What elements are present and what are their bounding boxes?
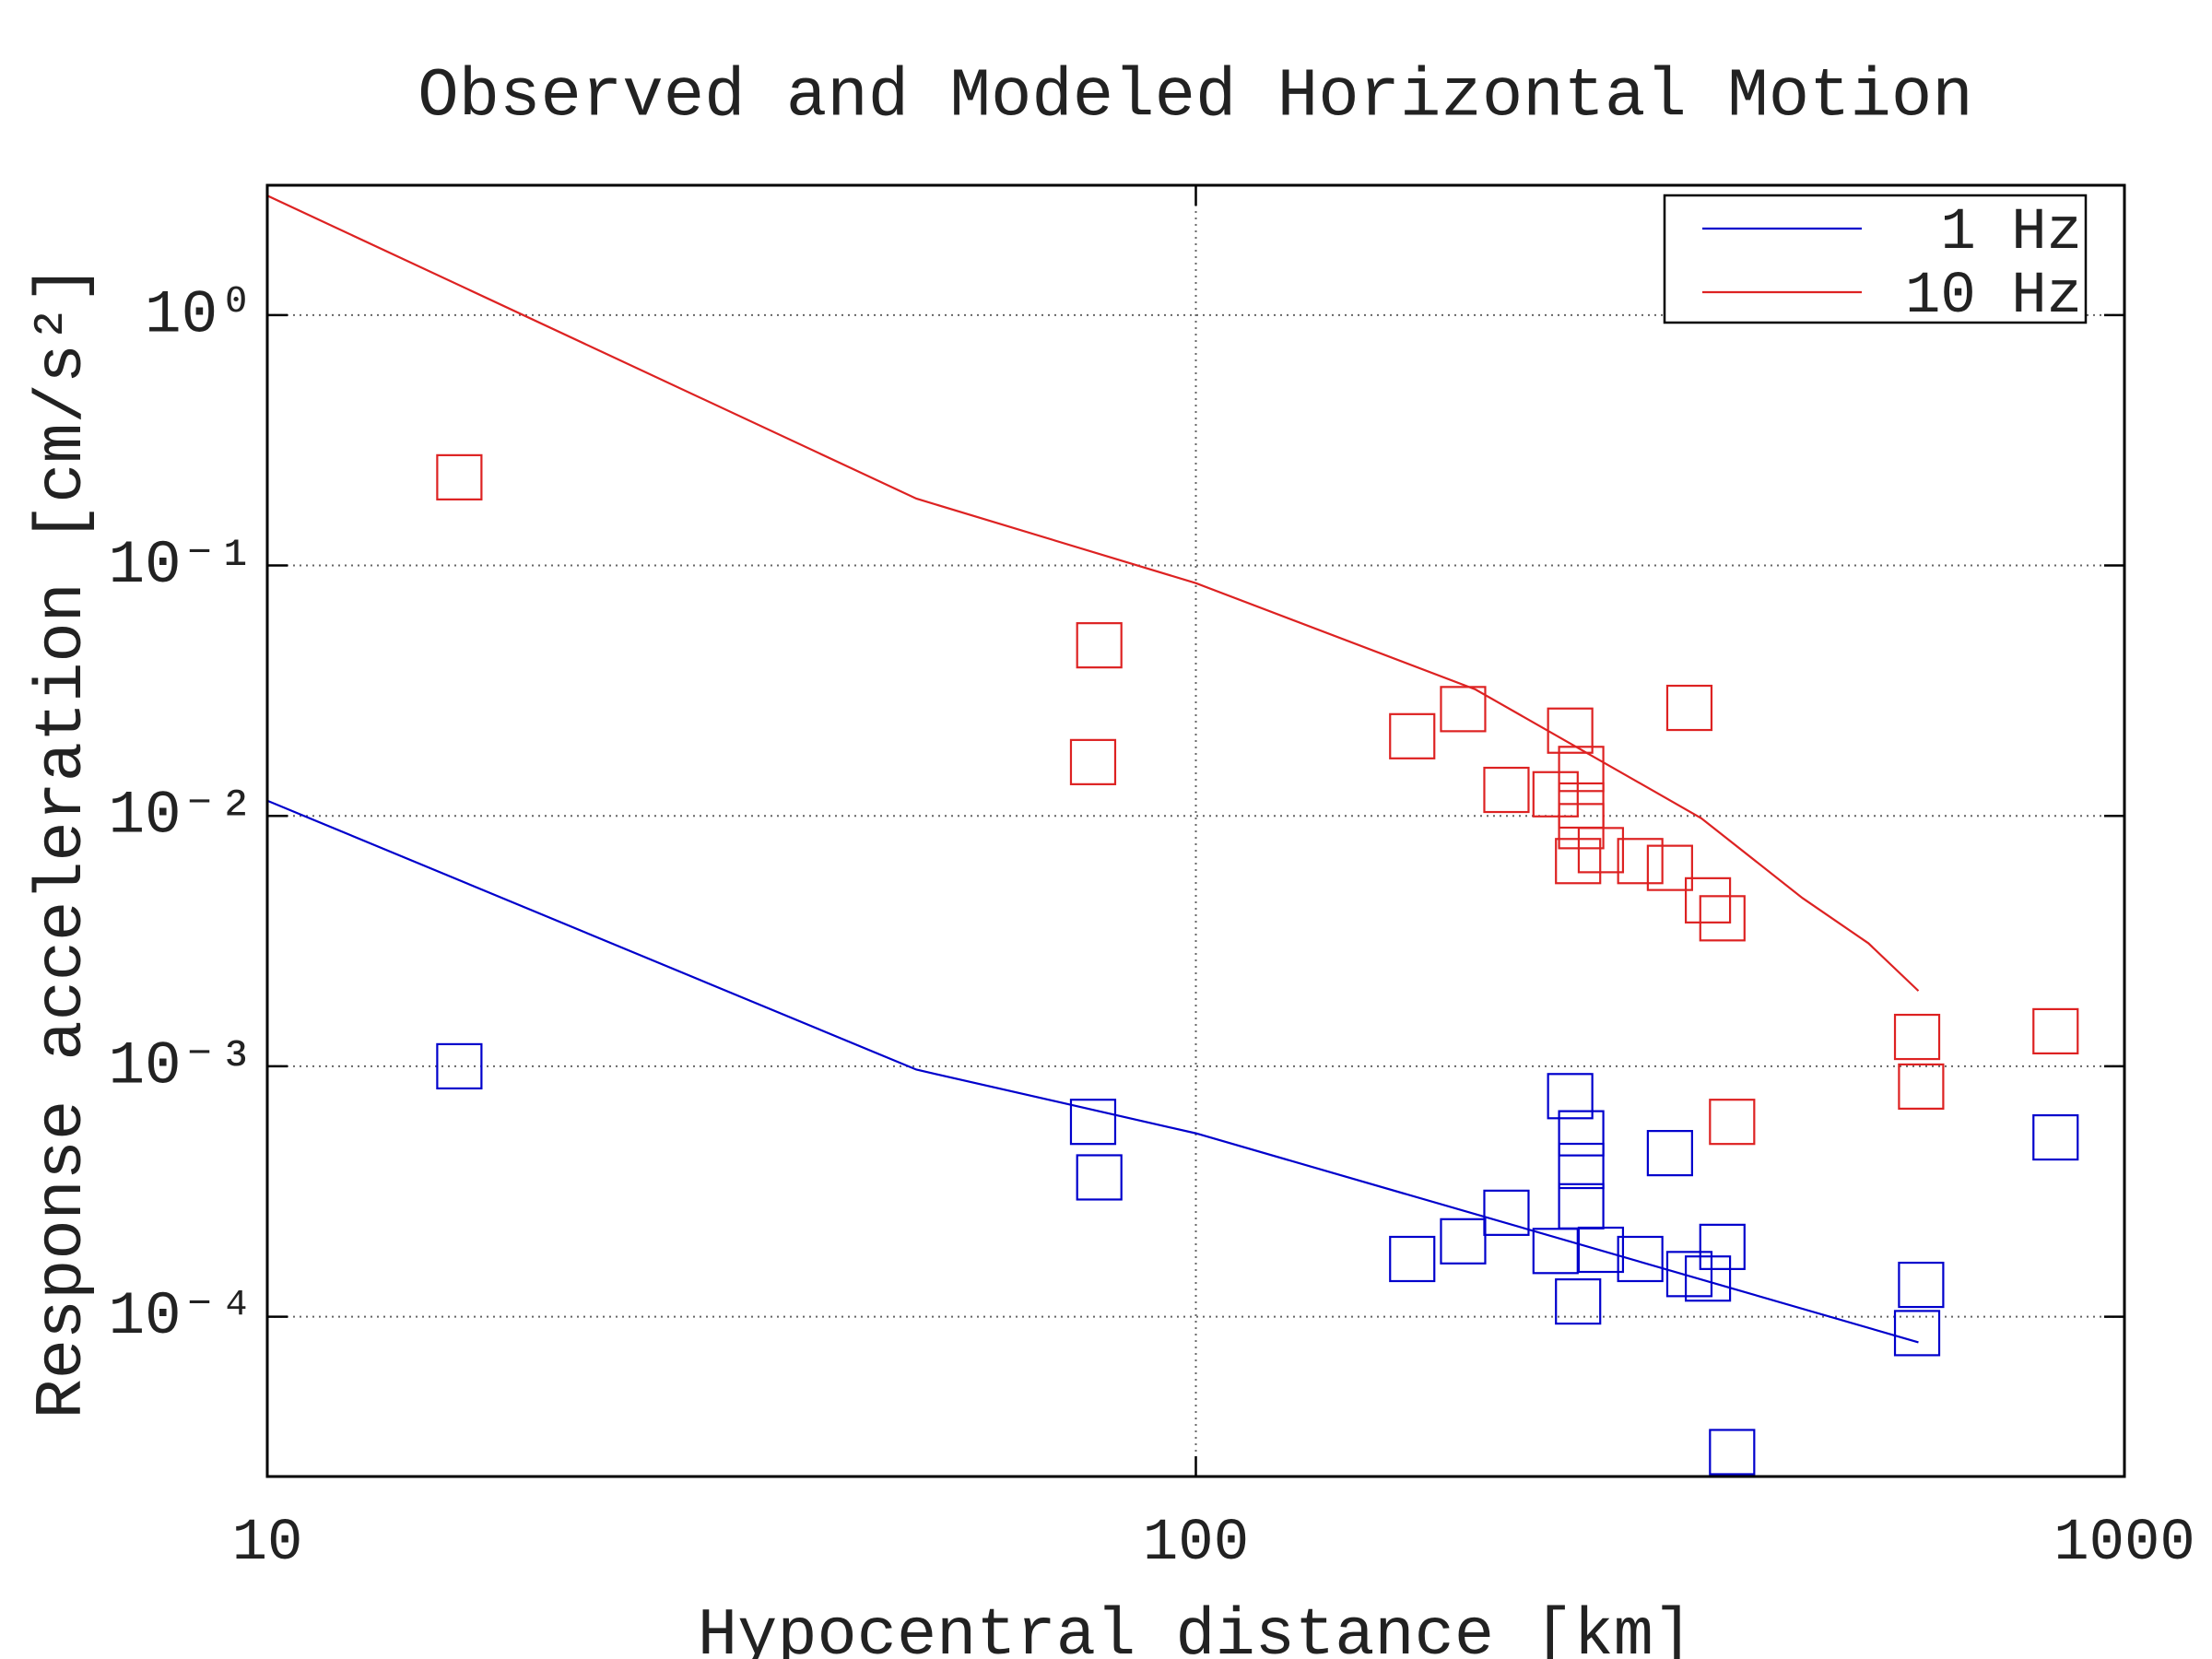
observed-point (1577, 827, 1625, 874)
observed-point (1555, 1278, 1602, 1325)
observed-point (1440, 686, 1487, 733)
y-tick-label: 10⁻³ (108, 1031, 254, 1100)
observed-point (1617, 838, 1664, 885)
observed-point (1558, 1142, 1605, 1190)
observed-point (1558, 803, 1605, 850)
observed-point (1684, 1255, 1732, 1302)
chart-title: Observed and Modeled Horizontal Motion (418, 59, 1972, 136)
observed-point (1532, 1228, 1579, 1275)
observed-point (1389, 712, 1436, 759)
observed-point (1558, 1110, 1605, 1157)
observed-point (1646, 844, 1693, 891)
observed-point (1547, 1073, 1594, 1120)
legend-label: 10 Hz (1905, 264, 2082, 330)
observed-point (1699, 895, 1746, 942)
y-tick-label: 10⁰ (145, 280, 254, 349)
plot-area (267, 194, 2079, 1476)
y-axis-label: Response acceleration [cm/s²] (25, 264, 100, 1418)
observed-point (436, 1042, 483, 1090)
observed-point (1389, 1235, 1436, 1283)
observed-point (1893, 1310, 1941, 1357)
observed-point (436, 453, 483, 500)
observed-point (2032, 1113, 2079, 1161)
plot-frame (265, 183, 2126, 1478)
observed-point (1665, 1251, 1713, 1298)
observed-point (1483, 766, 1530, 814)
observed-point (1532, 771, 1579, 818)
y-tick-label: 10⁻¹ (108, 531, 254, 600)
observed-point (1069, 738, 1117, 785)
model-line (267, 799, 1919, 1344)
x-tick-label: 100 (1143, 1511, 1249, 1577)
legend-box (1663, 194, 2088, 324)
model-line (267, 194, 1920, 992)
observed-point (1076, 622, 1123, 669)
observed-point (2032, 1007, 2079, 1055)
legend-label: 1 Hz (1940, 200, 2082, 266)
observed-point (1898, 1261, 1945, 1309)
observed-point (1558, 746, 1605, 793)
observed-point (1893, 1013, 1941, 1061)
observed-point (1577, 1226, 1625, 1274)
observed-point (1646, 1130, 1693, 1177)
y-tick-label: 10⁻⁴ (108, 1282, 254, 1351)
observed-point (1709, 1099, 1756, 1146)
observed-point (1440, 1218, 1487, 1265)
x-tick-label: 1000 (2053, 1511, 2195, 1577)
y-tick-label: 10⁻² (108, 782, 254, 851)
x-axis-label: Hypocentral distance [km] (698, 1598, 1693, 1659)
observed-point (1665, 684, 1713, 732)
observed-point (1898, 1063, 1945, 1110)
observed-point (1684, 877, 1732, 924)
x-tick-label: 10 (232, 1511, 303, 1577)
observed-point (1069, 1099, 1117, 1146)
observed-point (1699, 1223, 1746, 1270)
observed-point (1617, 1235, 1664, 1283)
observed-point (1483, 1189, 1530, 1236)
observed-point (1709, 1429, 1756, 1476)
observed-point (1076, 1154, 1123, 1201)
